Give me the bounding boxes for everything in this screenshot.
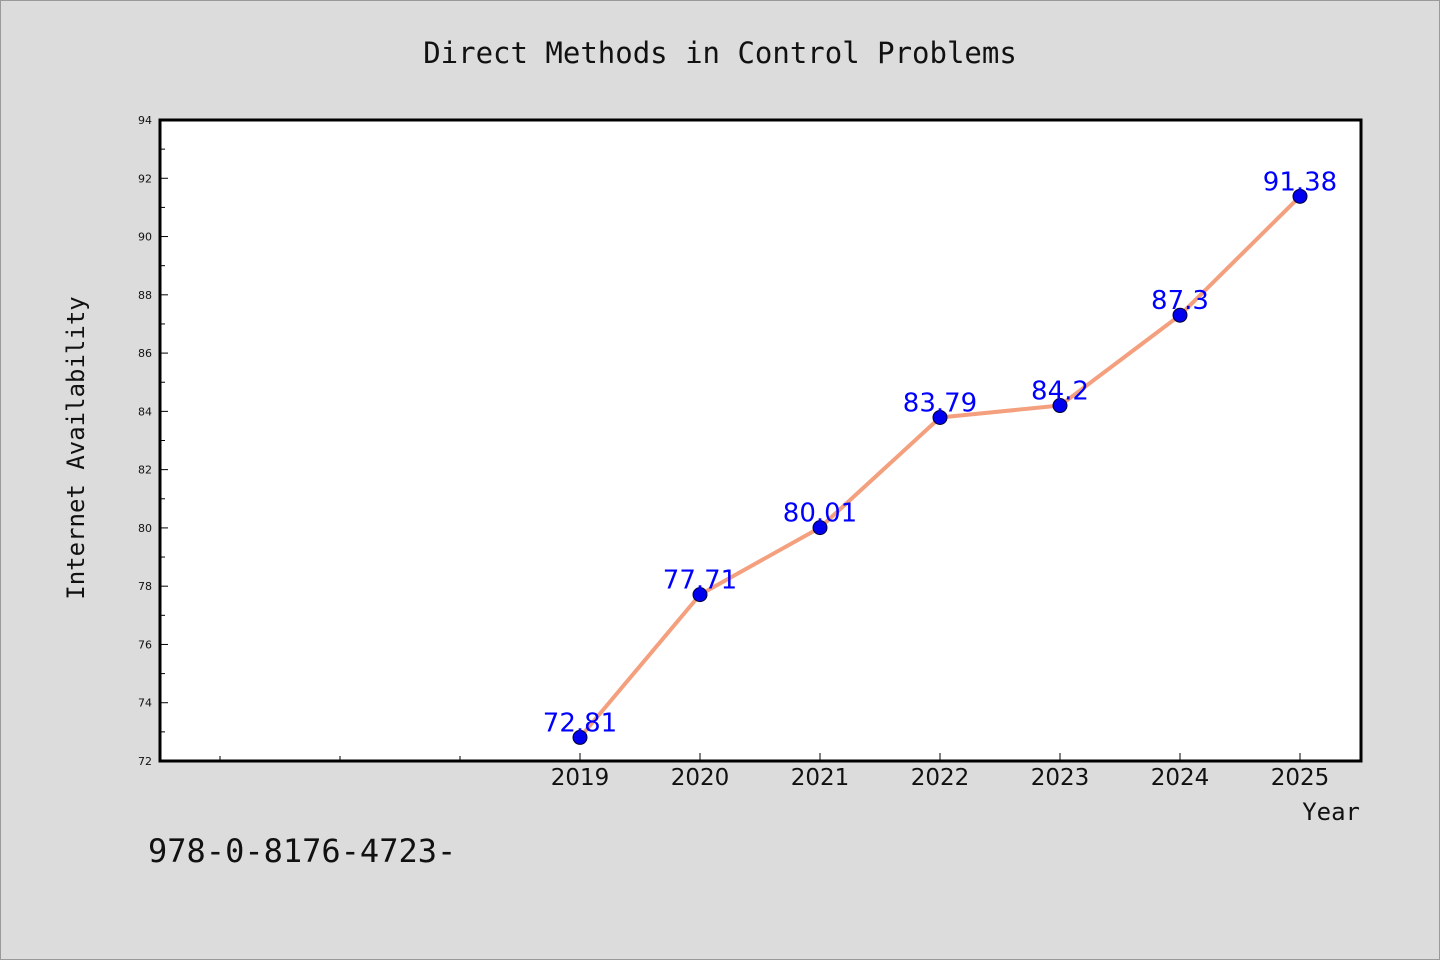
y-tick-label: 86 <box>138 347 152 360</box>
data-label: 84.2 <box>1031 377 1089 407</box>
y-tick-label: 82 <box>138 464 152 477</box>
x-tick-label: 2022 <box>911 765 970 791</box>
data-label: 72.81 <box>543 708 617 738</box>
data-point-marker <box>812 520 828 536</box>
data-point-marker <box>692 587 708 603</box>
y-tick-label: 92 <box>138 172 152 185</box>
data-label: 83.79 <box>903 388 977 418</box>
chart-title: Direct Methods in Control Problems <box>423 36 1017 70</box>
data-point-marker <box>1172 307 1188 323</box>
data-point-marker <box>572 729 588 745</box>
y-tick-label: 90 <box>138 231 152 244</box>
y-tick-label: 74 <box>138 697 152 710</box>
y-axis-label: Internet Availability <box>62 296 90 599</box>
data-point-marker <box>1292 188 1308 204</box>
x-tick-label: 2024 <box>1151 765 1210 791</box>
y-tick-label: 72 <box>138 755 152 768</box>
y-tick-label: 84 <box>138 405 152 418</box>
x-tick-label: 2019 <box>551 765 610 791</box>
y-tick-label: 80 <box>138 522 152 535</box>
data-label: 87.3 <box>1151 286 1209 316</box>
data-label: 91.38 <box>1263 167 1337 197</box>
data-point-marker <box>1052 398 1068 414</box>
y-tick-label: 76 <box>138 638 152 651</box>
series-layer: 72.81 77.71 80.01 83.79 84.2 87.3 91.38 <box>543 167 1337 745</box>
x-tick-label: 2025 <box>1271 765 1330 791</box>
x-tick-label: 2020 <box>671 765 730 791</box>
y-tick-label: 94 <box>138 114 152 127</box>
x-tick-label: 2023 <box>1031 765 1090 791</box>
y-tick-label: 78 <box>138 580 152 593</box>
plot-area <box>158 118 1363 763</box>
data-point-marker <box>932 409 948 425</box>
footnote-text: 978-0-8176-4723- <box>148 832 457 870</box>
y-tick-label: 88 <box>138 289 152 302</box>
x-tick-label: 2021 <box>791 765 850 791</box>
data-label: 80.01 <box>783 499 857 529</box>
data-label: 77.71 <box>663 566 737 596</box>
x-axis-label: Year <box>1302 798 1360 826</box>
axis-ticks: 72 74 76 78 80 82 84 86 88 90 92 94 2019 2020 2021 2022… <box>138 114 1329 791</box>
